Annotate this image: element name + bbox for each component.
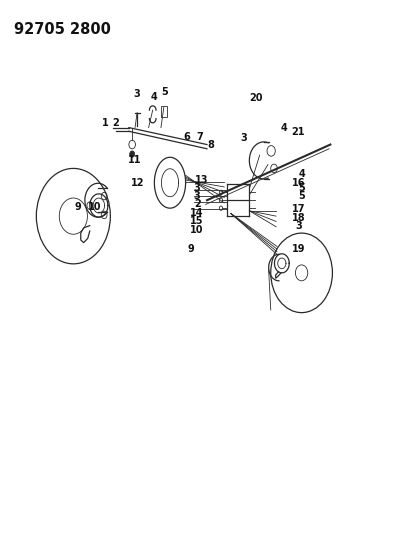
Text: 19: 19 (292, 244, 305, 254)
Text: 10: 10 (88, 202, 102, 212)
Text: 7: 7 (196, 132, 202, 142)
Text: 3: 3 (133, 89, 139, 99)
Text: 3: 3 (295, 221, 302, 231)
Circle shape (219, 206, 222, 211)
Text: 13: 13 (195, 174, 208, 184)
Circle shape (129, 151, 134, 157)
Text: 12: 12 (131, 177, 144, 188)
Text: 16: 16 (292, 177, 305, 188)
Text: 14: 14 (190, 208, 203, 218)
Text: 10: 10 (190, 225, 203, 236)
Text: 9: 9 (187, 244, 193, 254)
Text: 11: 11 (128, 156, 141, 165)
Text: 6: 6 (183, 132, 189, 142)
Text: 9: 9 (74, 202, 81, 212)
Bar (161, 107, 166, 117)
Circle shape (219, 190, 222, 195)
Text: 3: 3 (193, 183, 200, 193)
Text: 1: 1 (102, 118, 108, 128)
Text: 2: 2 (112, 118, 119, 128)
Circle shape (219, 198, 222, 203)
Text: 5: 5 (297, 191, 304, 201)
Text: 4: 4 (297, 169, 304, 179)
Text: 18: 18 (292, 213, 305, 223)
Text: 8: 8 (207, 140, 214, 150)
Text: 15: 15 (190, 216, 203, 227)
Text: 5: 5 (297, 183, 304, 193)
Text: 4: 4 (280, 123, 287, 133)
Text: 20: 20 (248, 93, 262, 103)
Text: 3: 3 (193, 191, 200, 201)
Text: 2: 2 (193, 199, 200, 209)
Text: 21: 21 (291, 127, 304, 137)
Text: 92705 2800: 92705 2800 (14, 21, 110, 37)
Text: 17: 17 (292, 204, 305, 214)
Text: 3: 3 (240, 133, 247, 143)
Text: 4: 4 (150, 92, 157, 102)
Text: 5: 5 (161, 86, 168, 96)
